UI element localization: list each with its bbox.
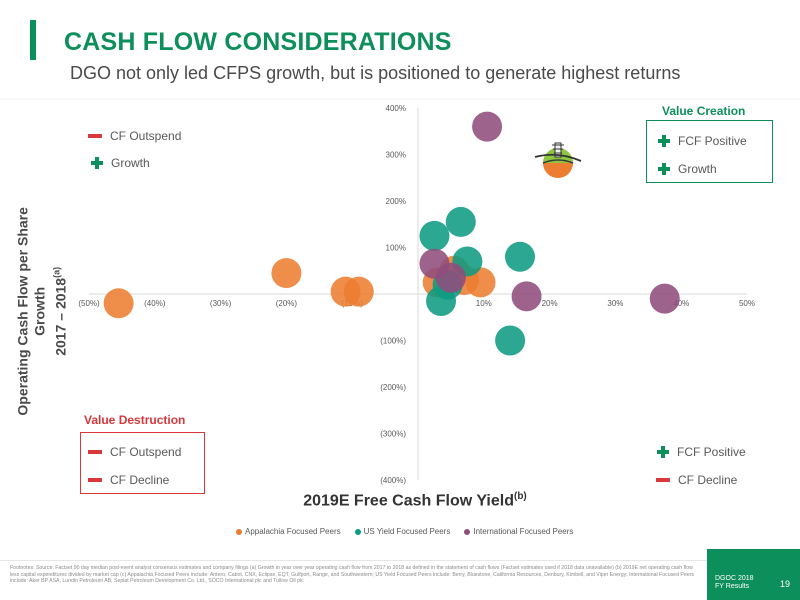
scatter-chart: (50%)(40%)(30%)(20%)(10%)10%20%30%40%50%… — [78, 104, 755, 485]
annotation-fcf-positive-bottom-label: FCF Positive — [677, 445, 746, 459]
y-tick-label: (100%) — [380, 337, 406, 346]
value-creation-box — [646, 120, 773, 183]
plus-icon — [657, 446, 669, 458]
x-tick-label: (50%) — [78, 299, 100, 308]
value-destruction-box — [80, 432, 205, 494]
legend-label-international: International Focused Peers — [473, 527, 574, 536]
y-tick-label: 100% — [386, 244, 406, 253]
legend-item-us-yield: US Yield Focused Peers — [354, 527, 451, 536]
legend-label-us-yield: US Yield Focused Peers — [363, 527, 451, 536]
chart-legend: Appalachia Focused Peers US Yield Focuse… — [236, 527, 573, 536]
plus-icon — [658, 163, 670, 175]
title-accent-bar — [30, 20, 36, 60]
page-subtitle: DGO not only led CFPS growth, but is pos… — [70, 63, 681, 83]
y-tick-label: (400%) — [380, 476, 406, 485]
legend-item-appalachia: Appalachia Focused Peers — [236, 527, 341, 536]
y-axis-label-line1: Operating Cash Flow per Share Growth — [14, 207, 48, 416]
data-point-us-yield — [419, 220, 450, 251]
page-title: CASH FLOW CONSIDERATIONS — [64, 28, 452, 56]
plus-icon — [91, 157, 103, 169]
y-axis-label: Operating Cash Flow per Share Growth 201… — [15, 181, 70, 441]
value-destruction-title: Value Destruction — [84, 413, 186, 427]
x-axis-label-sup: (b) — [513, 491, 527, 502]
footer-tag-line2: FY Results — [715, 583, 750, 590]
legend-marker-us-yield — [354, 528, 361, 535]
annotation-cf-outspend-bottom-label: CF Outspend — [110, 445, 182, 459]
data-point-international — [649, 283, 680, 314]
x-tick-label: (40%) — [144, 299, 166, 308]
y-tick-label: 400% — [386, 104, 406, 113]
annotation-cf-decline-bottom-right-label: CF Decline — [678, 473, 738, 487]
y-tick-label: (200%) — [380, 383, 406, 392]
x-axis-label-text: 2019E Free Cash Flow Yield — [303, 492, 514, 510]
data-point-international — [511, 281, 542, 312]
data-point-international — [472, 111, 503, 142]
plus-icon — [658, 135, 670, 147]
y-tick-label: 300% — [386, 151, 406, 160]
annotation-cf-decline-bottom-left: CF Decline — [88, 473, 169, 487]
x-tick-label: 50% — [739, 299, 755, 308]
annotation-cf-outspend-bottom: CF Outspend — [88, 445, 181, 459]
data-point-us-yield — [504, 241, 535, 272]
page-number: 19 — [779, 579, 790, 589]
data-point-us-yield — [445, 206, 476, 237]
footer-tag-label: DGOC 2018 FY Results — [715, 575, 754, 591]
legend-item-international: International Focused Peers — [464, 527, 573, 536]
minus-icon — [88, 134, 102, 138]
x-tick-label: (30%) — [210, 299, 232, 308]
minus-icon — [88, 478, 102, 482]
y-tick-label: 200% — [386, 197, 406, 206]
annotation-growth-top-right-label: Growth — [678, 162, 717, 176]
header-divider — [0, 98, 800, 101]
y-axis-label-sup: (a) — [51, 266, 62, 278]
footer-tag: DGOC 2018 FY Results 19 — [707, 549, 800, 600]
x-tick-label: 30% — [607, 299, 623, 308]
annotation-growth-top-left: Growth — [91, 156, 150, 170]
footer-tag-line1: DGOC 2018 — [715, 575, 754, 582]
annotation-growth-top-left-label: Growth — [111, 156, 150, 170]
data-point-international — [435, 262, 466, 293]
x-tick-label: 10% — [476, 299, 492, 308]
legend-label-appalachia: Appalachia Focused Peers — [245, 527, 341, 536]
x-tick-label: 40% — [673, 299, 689, 308]
x-tick-label: 20% — [542, 299, 558, 308]
legend-marker-appalachia — [236, 528, 242, 535]
footer-bar — [0, 560, 800, 600]
data-point-appalachia — [343, 276, 374, 307]
x-tick-label: (20%) — [276, 299, 298, 308]
annotation-cf-outspend-top: CF Outspend — [88, 129, 181, 143]
annotation-cf-decline-bottom-left-label: CF Decline — [110, 473, 170, 487]
annotation-cf-outspend-top-label: CF Outspend — [110, 129, 182, 143]
y-axis-label-line2: 2017 – 2018 — [52, 277, 69, 356]
annotation-cf-decline-bottom-right: CF Decline — [656, 473, 737, 487]
data-point-appalachia — [271, 258, 302, 289]
annotation-growth-top-right: Growth — [658, 162, 717, 176]
minus-icon — [88, 450, 102, 454]
annotation-fcf-positive-top-label: FCF Positive — [678, 134, 747, 148]
x-axis-label: 2019E Free Cash Flow Yield(b) — [250, 491, 580, 510]
minus-icon — [656, 478, 670, 482]
footnote-text: Footnotes: Source: Factset 90 day median… — [10, 565, 694, 585]
annotation-fcf-positive-top: FCF Positive — [658, 134, 747, 148]
value-creation-title: Value Creation — [662, 104, 746, 118]
y-tick-label: (300%) — [380, 430, 406, 439]
dgo-logo-icon — [534, 142, 582, 178]
annotation-fcf-positive-bottom: FCF Positive — [657, 445, 746, 459]
data-point-appalachia — [103, 288, 134, 319]
data-point-us-yield — [495, 325, 526, 356]
legend-marker-international — [464, 528, 471, 535]
